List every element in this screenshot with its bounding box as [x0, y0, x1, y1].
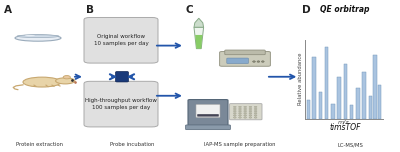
Bar: [307, 100, 310, 119]
Text: Protein extraction: Protein extraction: [16, 142, 64, 147]
Text: High-throughput workflow
100 samples per day: High-throughput workflow 100 samples per…: [85, 98, 157, 110]
Text: Original workflow
10 samples per day: Original workflow 10 samples per day: [94, 35, 148, 46]
Ellipse shape: [238, 108, 242, 110]
Bar: [331, 104, 335, 119]
Text: D: D: [302, 5, 311, 15]
Bar: [325, 47, 328, 119]
Ellipse shape: [254, 108, 257, 110]
Text: IAP-MS sample preparation: IAP-MS sample preparation: [204, 142, 276, 147]
Ellipse shape: [244, 112, 246, 114]
Ellipse shape: [249, 110, 252, 112]
Ellipse shape: [262, 61, 264, 62]
FancyBboxPatch shape: [220, 52, 270, 66]
Ellipse shape: [244, 108, 246, 110]
Ellipse shape: [233, 106, 236, 108]
Ellipse shape: [257, 61, 260, 62]
Bar: [378, 85, 382, 119]
Ellipse shape: [244, 115, 246, 116]
Bar: [368, 96, 372, 119]
FancyBboxPatch shape: [186, 125, 230, 130]
Ellipse shape: [238, 112, 242, 114]
FancyBboxPatch shape: [197, 114, 219, 117]
FancyBboxPatch shape: [196, 104, 220, 117]
Ellipse shape: [233, 112, 236, 114]
Text: LC-MS/MS: LC-MS/MS: [337, 142, 363, 147]
Polygon shape: [195, 35, 202, 49]
Ellipse shape: [254, 106, 257, 108]
Text: A: A: [4, 5, 12, 15]
Y-axis label: Relative abundance: Relative abundance: [298, 53, 304, 105]
FancyBboxPatch shape: [84, 81, 158, 127]
Bar: [350, 105, 353, 119]
Ellipse shape: [238, 110, 242, 112]
Ellipse shape: [254, 117, 257, 118]
Ellipse shape: [238, 117, 242, 118]
Ellipse shape: [249, 106, 252, 108]
Bar: [312, 57, 316, 119]
Ellipse shape: [254, 112, 257, 114]
Bar: [319, 92, 322, 119]
FancyBboxPatch shape: [227, 58, 248, 64]
Ellipse shape: [238, 115, 242, 116]
Ellipse shape: [249, 117, 252, 118]
Ellipse shape: [63, 76, 70, 79]
Ellipse shape: [244, 117, 246, 118]
Ellipse shape: [56, 78, 75, 84]
X-axis label: m/z: m/z: [338, 120, 350, 125]
Ellipse shape: [249, 115, 252, 116]
Ellipse shape: [233, 115, 236, 116]
Bar: [344, 64, 347, 119]
Ellipse shape: [233, 108, 236, 110]
Bar: [373, 55, 377, 119]
Ellipse shape: [244, 106, 246, 108]
Ellipse shape: [249, 112, 252, 114]
Ellipse shape: [249, 108, 252, 110]
Polygon shape: [194, 27, 204, 49]
Text: C: C: [186, 5, 194, 15]
Ellipse shape: [23, 77, 61, 87]
FancyBboxPatch shape: [84, 17, 158, 63]
Ellipse shape: [253, 61, 256, 62]
FancyBboxPatch shape: [230, 104, 262, 120]
FancyBboxPatch shape: [188, 100, 228, 127]
Ellipse shape: [233, 110, 236, 112]
Bar: [337, 77, 341, 119]
Text: B: B: [86, 5, 94, 15]
Text: timsTOF: timsTOF: [329, 123, 360, 132]
Ellipse shape: [254, 110, 257, 112]
Bar: [362, 72, 366, 119]
Ellipse shape: [254, 115, 257, 116]
Ellipse shape: [25, 35, 35, 36]
Ellipse shape: [15, 35, 61, 41]
Bar: [356, 88, 360, 119]
Text: QE orbitrap: QE orbitrap: [320, 5, 370, 14]
FancyBboxPatch shape: [116, 72, 128, 82]
Ellipse shape: [244, 110, 246, 112]
Ellipse shape: [17, 35, 59, 38]
Polygon shape: [194, 18, 204, 27]
Text: Probe incubation: Probe incubation: [110, 142, 154, 147]
Ellipse shape: [233, 117, 236, 118]
Ellipse shape: [238, 106, 242, 108]
FancyBboxPatch shape: [225, 50, 265, 55]
